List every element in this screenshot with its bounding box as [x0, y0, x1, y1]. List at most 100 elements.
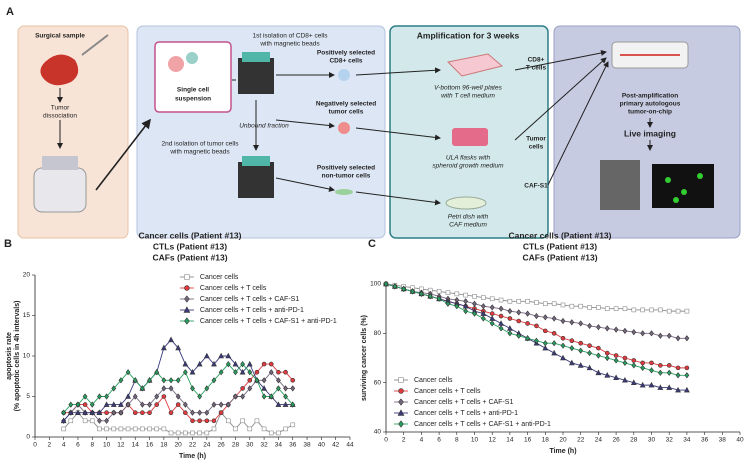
marker — [140, 385, 145, 392]
marker — [675, 386, 681, 393]
marker — [247, 385, 253, 392]
cell-icon — [186, 52, 198, 64]
marker — [125, 426, 131, 432]
marker — [225, 361, 231, 368]
marker — [154, 393, 160, 400]
marker — [190, 430, 195, 436]
marker — [268, 369, 274, 376]
marker — [232, 360, 239, 367]
marker — [283, 385, 288, 392]
marker — [640, 330, 646, 337]
x-tick-label: 38 — [719, 437, 727, 444]
marker — [68, 401, 74, 408]
marker — [622, 306, 628, 311]
marker — [161, 385, 167, 392]
marker — [436, 289, 442, 294]
marker — [560, 342, 566, 349]
marker — [516, 298, 522, 304]
marker — [182, 401, 188, 408]
marker — [684, 308, 690, 314]
tube-icon — [242, 52, 270, 62]
marker — [596, 345, 601, 351]
marker — [507, 330, 513, 337]
marker — [204, 430, 210, 436]
x-tick-label: 18 — [542, 437, 550, 444]
marker — [118, 401, 124, 407]
x-tick-label: 42 — [332, 442, 340, 449]
marker — [261, 361, 267, 367]
marker — [560, 354, 566, 361]
marker — [240, 386, 245, 391]
marker — [622, 327, 628, 334]
marker — [190, 385, 195, 392]
y-tick-label: 5 — [26, 393, 30, 400]
marker — [472, 294, 477, 299]
arrow — [355, 191, 441, 206]
marker — [282, 401, 289, 407]
marker — [454, 303, 460, 310]
marker — [507, 308, 513, 315]
x-tick-label: 16 — [524, 437, 532, 444]
marker — [498, 297, 504, 303]
marker — [516, 309, 522, 316]
marker — [261, 393, 267, 400]
marker — [132, 377, 138, 384]
marker — [125, 369, 131, 376]
marker — [68, 418, 74, 424]
marker — [190, 409, 195, 416]
marker — [613, 353, 619, 358]
marker — [132, 410, 138, 416]
marker — [75, 401, 81, 408]
marker — [489, 315, 496, 321]
x-tick-label: 24 — [203, 442, 211, 449]
marker — [631, 358, 637, 363]
marker — [640, 364, 646, 371]
y-tick-label: 100 — [370, 281, 381, 288]
diagram-text: Positively selected — [317, 50, 375, 57]
marker — [147, 377, 152, 384]
marker — [104, 417, 109, 424]
marker — [161, 377, 167, 384]
marker — [254, 377, 260, 384]
diagram-text: CAF medium — [449, 222, 487, 229]
arrow — [95, 118, 151, 191]
diagram-text: Positively selected — [317, 165, 375, 172]
diagram-text: Negatively selected — [316, 101, 376, 108]
x-tick-label: 44 — [346, 442, 354, 449]
tumor-cell-icon — [338, 122, 350, 134]
marker — [239, 368, 246, 375]
marker — [649, 367, 654, 374]
legend-label: Cancer cells + T cells — [200, 285, 267, 292]
marker — [211, 377, 217, 384]
marker — [118, 377, 124, 384]
marker — [211, 426, 217, 432]
marker — [240, 361, 245, 368]
marker — [613, 326, 619, 333]
diagram-text: with T cell medium — [441, 93, 495, 100]
y-axis-label: surviving cancer cells (%) — [361, 315, 368, 401]
marker — [154, 369, 160, 376]
marker — [569, 319, 575, 326]
marker — [240, 393, 245, 400]
marker — [197, 430, 202, 436]
marker — [82, 409, 89, 416]
marker — [622, 355, 628, 361]
x-tick-label: 20 — [559, 437, 567, 444]
marker — [247, 426, 253, 432]
dissociator-icon — [33, 167, 87, 213]
chart-title: CAFs (Patient #13) — [152, 252, 227, 262]
marker — [290, 401, 296, 408]
marker — [204, 409, 210, 416]
marker — [666, 384, 673, 390]
x-tick-label: 4 — [420, 437, 424, 444]
arrow — [355, 67, 441, 76]
marker — [189, 368, 196, 375]
marker — [472, 300, 477, 307]
marker — [445, 300, 451, 307]
diagram-text: CD8+ — [528, 57, 545, 64]
marker — [96, 409, 103, 416]
marker — [604, 325, 610, 332]
y-axis-label: apoptosis rate — [6, 332, 13, 380]
marker — [75, 409, 81, 416]
marker — [630, 379, 637, 385]
